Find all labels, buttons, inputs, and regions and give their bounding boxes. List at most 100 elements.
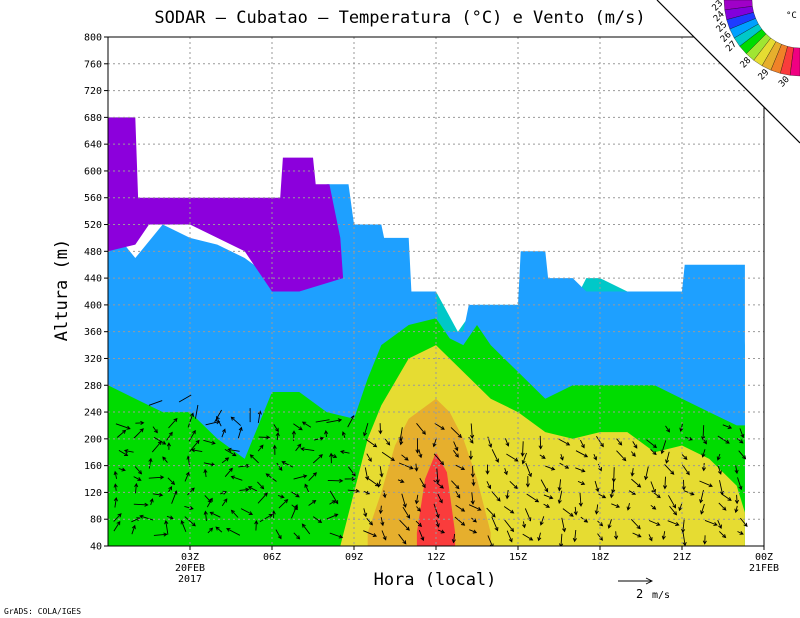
wind-arrow bbox=[113, 470, 118, 479]
wind-arrow bbox=[737, 477, 743, 491]
wind-arrow bbox=[616, 450, 627, 462]
wind-arrow bbox=[734, 505, 739, 514]
wind-arrow bbox=[419, 477, 426, 489]
wind-arrow bbox=[594, 480, 600, 493]
wind-arrow bbox=[437, 493, 443, 504]
wind-arrow bbox=[131, 524, 136, 535]
wind-arrow bbox=[418, 449, 423, 459]
wind-arrow bbox=[293, 474, 308, 480]
wind-arrow bbox=[575, 450, 589, 458]
wind-arrow bbox=[611, 503, 621, 508]
wind-arrow bbox=[271, 510, 276, 519]
wind-arrow bbox=[293, 423, 303, 431]
wind-arrow bbox=[399, 519, 410, 531]
wind-arrow bbox=[664, 464, 675, 475]
wind-arrow bbox=[276, 462, 283, 471]
wind-arrow bbox=[718, 502, 727, 511]
wind-arrow bbox=[455, 504, 466, 512]
wind-arrow bbox=[398, 534, 407, 545]
wind-arrow bbox=[281, 461, 294, 468]
wind-arrow bbox=[293, 532, 301, 540]
wind-arrow bbox=[557, 438, 571, 446]
wind-arrow bbox=[308, 472, 317, 482]
wind-arrow bbox=[153, 532, 168, 537]
wind-arrow bbox=[398, 462, 414, 470]
wind-arrow bbox=[614, 531, 619, 540]
wind-arrow bbox=[133, 428, 144, 439]
wind-arrow bbox=[644, 466, 649, 481]
wind-arrow bbox=[203, 468, 208, 478]
wind-arrow bbox=[557, 479, 562, 492]
wind-arrow bbox=[700, 503, 705, 515]
wind-arrow bbox=[631, 478, 642, 488]
wind-arrow bbox=[486, 507, 496, 518]
wind-arrow bbox=[339, 449, 350, 455]
wind-arrow bbox=[301, 523, 311, 535]
wind-arrow bbox=[470, 465, 475, 478]
wind-arrow bbox=[295, 443, 302, 452]
wind-arrow bbox=[148, 475, 165, 480]
wind-arrow bbox=[131, 517, 141, 523]
wind-arrow bbox=[221, 428, 226, 438]
wind-arrow bbox=[203, 439, 216, 445]
wind-arrow bbox=[326, 418, 343, 424]
wind-arrow bbox=[557, 490, 563, 505]
y-tick-label: 120 bbox=[84, 488, 102, 499]
wind-arrow bbox=[166, 515, 174, 520]
wind-arrow bbox=[454, 516, 466, 526]
wind-arrow bbox=[650, 481, 656, 494]
y-tick-label: 720 bbox=[84, 86, 102, 97]
y-tick-label: 440 bbox=[84, 274, 102, 285]
wind-arrow bbox=[451, 480, 460, 490]
y-tick-label: 280 bbox=[84, 381, 102, 392]
wind-arrow bbox=[139, 514, 154, 521]
wind-arrow bbox=[433, 503, 440, 519]
wind-arrow bbox=[435, 519, 440, 528]
wind-arrow bbox=[329, 500, 337, 505]
wind-arrow bbox=[148, 400, 163, 406]
wind-arrow bbox=[701, 425, 706, 441]
wind-arrow bbox=[178, 394, 192, 403]
wind-arrow bbox=[596, 436, 604, 448]
wind-arrow bbox=[113, 483, 118, 491]
contour-band-30 bbox=[416, 452, 456, 546]
wind-arrow bbox=[363, 490, 371, 495]
wind-arrow bbox=[414, 494, 419, 505]
scale-arrow-icon bbox=[645, 577, 654, 585]
wind-arrow bbox=[520, 441, 525, 457]
wind-arrow bbox=[133, 476, 142, 481]
wind-arrow bbox=[540, 479, 549, 493]
wind-arrow bbox=[381, 530, 387, 541]
wind-arrow bbox=[195, 404, 199, 419]
wind-arrow bbox=[504, 438, 510, 447]
wind-arrow bbox=[153, 437, 167, 445]
y-tick-label: 40 bbox=[90, 542, 102, 553]
x-tick-label: 00Z bbox=[755, 552, 773, 563]
wind-arrow bbox=[734, 494, 740, 505]
wind-arrow bbox=[505, 490, 510, 500]
y-tick-label: 400 bbox=[84, 300, 102, 311]
wind-arrow bbox=[366, 518, 374, 526]
wind-arrow bbox=[702, 535, 707, 545]
wind-arrow bbox=[397, 479, 405, 483]
wind-arrow bbox=[344, 476, 356, 481]
wind-arrow bbox=[227, 447, 240, 452]
wind-arrow bbox=[416, 506, 421, 512]
wind-arrow bbox=[650, 504, 657, 510]
wind-arrow bbox=[221, 498, 228, 507]
wind-arrow bbox=[522, 521, 527, 529]
x-tick-label: 06Z bbox=[263, 552, 281, 563]
colorbar-divider bbox=[656, 0, 800, 144]
wind-arrow bbox=[678, 502, 683, 512]
wind-arrow bbox=[363, 530, 378, 537]
wind-arrow bbox=[435, 468, 440, 484]
wind-arrow bbox=[579, 439, 585, 449]
wind-arrow bbox=[701, 449, 706, 458]
wind-arrow bbox=[226, 528, 241, 536]
wind-arrow bbox=[486, 481, 492, 490]
wind-arrow bbox=[561, 517, 567, 533]
wind-arrow bbox=[717, 520, 722, 529]
wind-arrow bbox=[118, 467, 126, 472]
wind-arrow bbox=[230, 509, 239, 518]
